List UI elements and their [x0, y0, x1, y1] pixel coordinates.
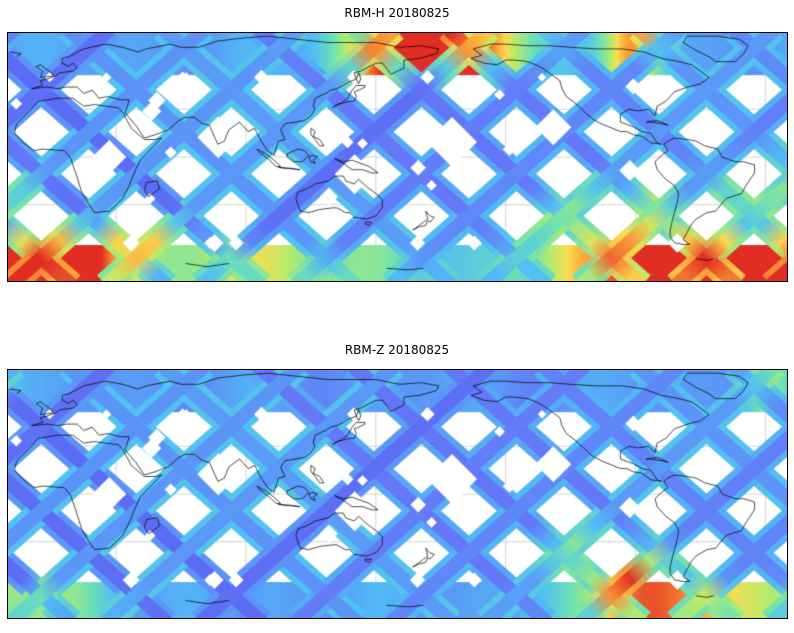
panel-title-rbm-h: RBM-H 20180825	[344, 6, 450, 20]
map-rbm-h	[7, 32, 788, 282]
panel-title-rbm-z: RBM-Z 20180825	[344, 343, 450, 357]
map-rbm-z	[7, 369, 788, 619]
